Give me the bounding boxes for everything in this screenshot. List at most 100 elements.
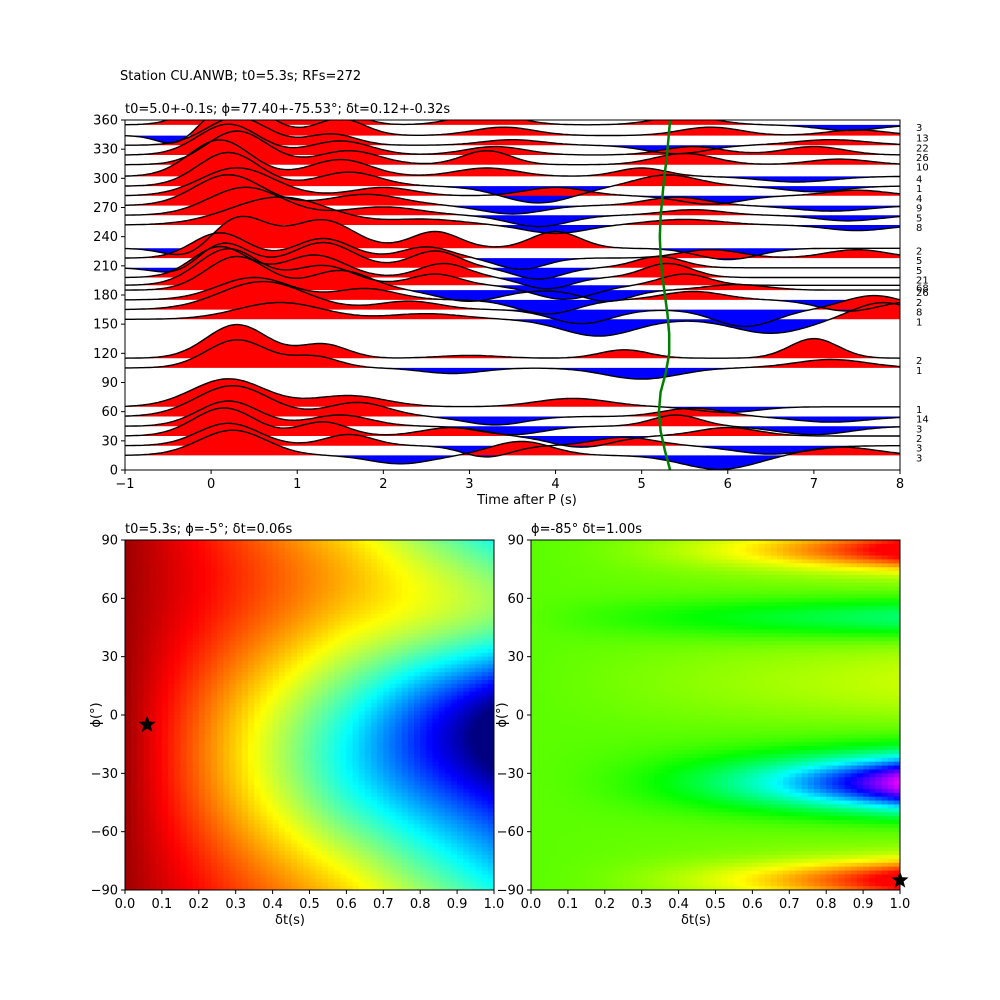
heatmap-cell: [174, 781, 181, 786]
heatmap-cell: [432, 823, 440, 829]
heatmap-cell: [125, 540, 132, 545]
heatmap-cell: [401, 707, 409, 712]
heatmap-cell: [297, 594, 304, 599]
heatmap-cell: [143, 613, 151, 619]
heatmap-cell: [211, 734, 218, 739]
heatmap-cell: [204, 680, 212, 685]
heatmap-cell: [309, 866, 317, 872]
heatmap-cell: [211, 613, 218, 619]
heatmap-cell: [272, 586, 280, 592]
heatmap-cell: [426, 555, 434, 561]
heatmap-cell: [420, 839, 427, 844]
heatmap-cell: [143, 726, 151, 732]
heatmap-cell: [383, 753, 391, 759]
heatmap-cell: [401, 858, 409, 864]
heatmap-cell: [389, 808, 397, 813]
heatmap-cell: [217, 652, 224, 658]
heatmap-cell: [278, 812, 286, 817]
heatmap-cell: [389, 563, 397, 568]
heatmap-cell: [125, 567, 132, 572]
heatmap-cell: [223, 602, 231, 607]
heatmap-cell: [229, 578, 237, 584]
heatmap-cell: [383, 757, 391, 763]
heatmap-cell: [426, 567, 434, 572]
heatmap-cell: [272, 625, 280, 631]
heatmap-cell: [358, 785, 366, 790]
heatmap-cell: [444, 629, 452, 634]
heatmap-cell: [272, 672, 280, 677]
heatmap-cell: [168, 652, 175, 658]
heatmap-cell: [426, 866, 434, 872]
heatmap-cell: [155, 543, 163, 549]
heatmap-cell: [192, 680, 200, 685]
heatmap-cell: [223, 691, 231, 697]
heatmap-cell: [346, 621, 354, 627]
negative-lobe: [125, 133, 191, 143]
heatmap-cell: [131, 886, 138, 890]
heatmap-cell: [340, 594, 347, 599]
heatmap-cell: [143, 586, 151, 592]
heatmap-cell: [254, 676, 261, 681]
heatmap-cell: [401, 555, 409, 561]
heatmap-cell: [340, 835, 347, 841]
heatmap-cell: [327, 625, 335, 631]
heatmap-cell: [186, 668, 194, 673]
heatmap-cell: [284, 722, 292, 728]
left-map-title: t0=5.3s; ϕ=-5°; δt=0.06s: [125, 522, 293, 537]
heatmap-cell: [198, 715, 206, 720]
heatmap-cell: [125, 606, 132, 611]
heatmap-cell: [327, 878, 335, 883]
heatmap-cell: [383, 773, 391, 778]
heatmap-cell: [223, 858, 231, 864]
heatmap-cell: [272, 645, 280, 650]
heatmap-cell: [229, 858, 237, 864]
heatmap-cell: [426, 540, 434, 545]
heatmap-cell: [198, 563, 206, 568]
negative-lobe: [327, 455, 459, 464]
heatmap-cell: [297, 652, 304, 658]
heatmap-cell: [204, 722, 212, 728]
heatmap-cell: [278, 792, 286, 798]
heatmap-cell: [420, 746, 427, 751]
heatmap-cell: [198, 676, 206, 681]
heatmap-cell: [383, 586, 391, 592]
heatmap-cell: [303, 633, 311, 638]
heatmap-cell: [371, 602, 378, 607]
heatmap-cell: [401, 792, 409, 798]
heatmap-cell: [186, 870, 194, 876]
heatmap-cell: [137, 785, 145, 790]
heatmap-cell: [444, 785, 452, 790]
heatmap-cell: [204, 703, 212, 708]
heatmap-cell: [444, 613, 452, 619]
heatmap-cell: [284, 757, 292, 763]
heatmap-cell: [125, 870, 132, 876]
heatmap-cell: [377, 672, 384, 677]
heatmap-cell: [395, 676, 403, 681]
heatmap-cell: [272, 831, 280, 837]
heatmap-cell: [143, 808, 151, 813]
heatmap-cell: [192, 796, 200, 802]
heatmap-cell: [155, 823, 163, 829]
heatmap-cell: [235, 831, 243, 837]
heatmap-cell: [192, 606, 200, 611]
heatmap-cell: [125, 586, 132, 592]
heatmap-cell: [389, 645, 397, 650]
heatmap-cell: [198, 847, 206, 852]
heatmap-cell: [223, 742, 231, 747]
heatmap-cell: [303, 594, 311, 599]
heatmap-cell: [414, 571, 421, 576]
positive-lobe: [190, 120, 900, 136]
heatmap-cell: [334, 781, 341, 786]
heatmap-cell: [377, 882, 384, 887]
heatmap-cell: [383, 808, 391, 813]
heatmap-cell: [241, 796, 249, 802]
heatmap-cell: [377, 835, 384, 841]
heatmap-cell: [260, 594, 268, 599]
heatmap-cell: [204, 835, 212, 841]
heatmap-cell: [180, 668, 188, 673]
heatmap-cell: [432, 602, 440, 607]
heatmap-cell: [377, 831, 384, 837]
heatmap-cell: [192, 738, 200, 743]
heatmap-cell: [414, 827, 421, 833]
heatmap-cell: [278, 788, 286, 794]
